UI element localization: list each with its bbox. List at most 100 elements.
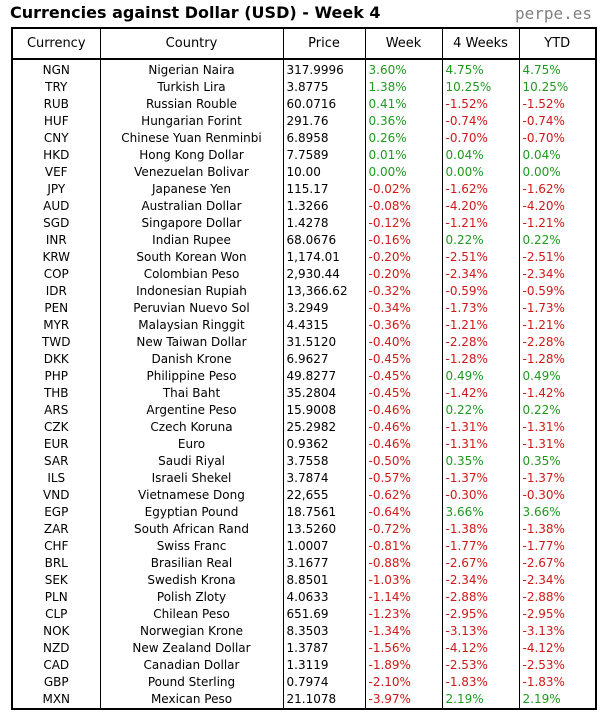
price-value: 8.8501 (283, 572, 366, 589)
country-name: Chilean Peso (100, 606, 284, 623)
price-value: 18.7561 (283, 504, 366, 521)
ytd-change: 2.19% (522, 692, 561, 706)
country-name: Czech Koruna (100, 419, 284, 436)
week-change: -0.64% (365, 504, 443, 521)
week-change: -0.32% (365, 283, 443, 300)
country-name: Philippine Peso (100, 368, 284, 385)
price-value: 3.8775 (283, 79, 366, 96)
country-name: Pound Sterling (100, 674, 284, 691)
four-weeks-change: 10.25% (442, 79, 520, 96)
table-row: THB Thai Baht 35.2804 -0.45% -1.42% -1.42% (12, 385, 596, 402)
table-row: HKD Hong Kong Dollar 7.7589 0.01% 0.04% 0.04% (12, 147, 596, 164)
price-value: 10.00 (283, 164, 366, 181)
country-name: Thai Baht (100, 385, 284, 402)
ytd-change: -4.12% (522, 641, 565, 655)
currency-code: MXN (12, 691, 101, 709)
week-change: 0.41% (365, 96, 443, 113)
currency-code: EGP (12, 504, 101, 521)
ytd-change: -1.28% (522, 352, 565, 366)
currency-code: RUB (12, 96, 101, 113)
table-row: GBP Pound Sterling 0.7974 -2.10% -1.83% -1.83… (12, 674, 596, 691)
table-row: ARS Argentine Peso 15.9008 -0.46% 0.22% 0.22% (12, 402, 596, 419)
currency-code: SEK (12, 572, 101, 589)
country-name: Saudi Riyal (100, 453, 284, 470)
header-currency: Currency (12, 28, 101, 60)
country-name: Peruvian Nuevo Sol (100, 300, 284, 317)
week-change: 3.60% (365, 59, 443, 79)
week-change: -0.46% (365, 436, 443, 453)
currency-code: HKD (12, 147, 101, 164)
price-value: 13,366.62 (283, 283, 366, 300)
week-change: 1.38% (365, 79, 443, 96)
currency-code: DKK (12, 351, 101, 368)
four-weeks-change: -4.12% (442, 640, 520, 657)
country-name: New Zealand Dollar (100, 640, 284, 657)
week-change: -0.72% (365, 521, 443, 538)
ytd-change: 0.22% (522, 403, 561, 417)
four-weeks-change: -2.53% (442, 657, 520, 674)
table-row: INR Indian Rupee 68.0676 -0.16% 0.22% 0.22% (12, 232, 596, 249)
price-value: 6.9627 (283, 351, 366, 368)
page-title: Currencies against Dollar (USD) - Week 4 (10, 3, 381, 22)
four-weeks-change: -1.42% (442, 385, 520, 402)
price-value: 115.17 (283, 181, 366, 198)
four-weeks-change: -2.51% (442, 249, 520, 266)
four-weeks-change: -0.59% (442, 283, 520, 300)
ytd-change: 0.22% (522, 233, 561, 247)
week-change: -0.20% (365, 266, 443, 283)
ytd-change: -1.31% (522, 420, 565, 434)
country-name: Hong Kong Dollar (100, 147, 284, 164)
currency-code: ILS (12, 470, 101, 487)
price-value: 31.5120 (283, 334, 366, 351)
currency-code: CAD (12, 657, 101, 674)
country-name: Australian Dollar (100, 198, 284, 215)
currency-code: NGN (12, 59, 101, 79)
week-change: -0.62% (365, 487, 443, 504)
week-change: -0.12% (365, 215, 443, 232)
price-value: 25.2982 (283, 419, 366, 436)
week-change: -0.40% (365, 334, 443, 351)
currency-code: TRY (12, 79, 101, 96)
four-weeks-change: -1.73% (442, 300, 520, 317)
four-weeks-change: -1.31% (442, 419, 520, 436)
table-row: ILS Israeli Shekel 3.7874 -0.57% -1.37% -1.37… (12, 470, 596, 487)
four-weeks-change: -1.21% (442, 215, 520, 232)
country-name: Danish Krone (100, 351, 284, 368)
four-weeks-change: 0.49% (442, 368, 520, 385)
four-weeks-change: -1.62% (442, 181, 520, 198)
price-value: 2,930.44 (283, 266, 366, 283)
header-ytd: YTD (519, 28, 596, 60)
four-weeks-change: -1.21% (442, 317, 520, 334)
ytd-change: -2.95% (522, 607, 565, 621)
country-name: Euro (100, 436, 284, 453)
week-change: -0.02% (365, 181, 443, 198)
table-row: HUF Hungarian Forint 291.76 0.36% -0.74% -0.7… (12, 113, 596, 130)
country-name: Vietnamese Dong (100, 487, 284, 504)
table-row: CHF Swiss Franc 1.0007 -0.81% -1.77% -1.77% (12, 538, 596, 555)
week-change: 0.26% (365, 130, 443, 147)
country-name: Malaysian Ringgit (100, 317, 284, 334)
country-name: Israeli Shekel (100, 470, 284, 487)
table-row: RUB Russian Rouble 60.0716 0.41% -1.52% -1.52… (12, 96, 596, 113)
ytd-change: -1.31% (522, 437, 565, 451)
ytd-change: 10.25% (522, 80, 569, 94)
week-change: -1.23% (365, 606, 443, 623)
currency-code: EUR (12, 436, 101, 453)
country-name: Norwegian Krone (100, 623, 284, 640)
week-change: -0.34% (365, 300, 443, 317)
price-value: 3.7874 (283, 470, 366, 487)
ytd-change: -2.28% (522, 335, 565, 349)
country-name: Indian Rupee (100, 232, 284, 249)
currency-code: PEN (12, 300, 101, 317)
header-price: Price (283, 28, 366, 60)
currency-code: SAR (12, 453, 101, 470)
week-change: -0.50% (365, 453, 443, 470)
price-value: 4.0633 (283, 589, 366, 606)
four-weeks-change: 3.66% (442, 504, 520, 521)
ytd-change: -1.21% (522, 216, 565, 230)
currency-code: TWD (12, 334, 101, 351)
country-name: Nigerian Naira (100, 59, 284, 79)
week-change: -0.81% (365, 538, 443, 555)
ytd-change: -0.74% (522, 114, 565, 128)
week-change: -1.89% (365, 657, 443, 674)
